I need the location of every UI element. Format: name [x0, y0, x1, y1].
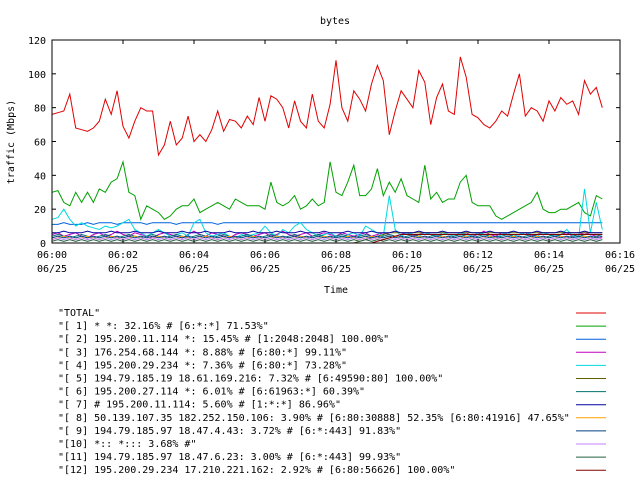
x-tick-label-time: 06:12 — [463, 250, 493, 261]
y-axis-label: traffic (Mbps) — [6, 100, 17, 184]
legend-label-11: "[11] 194.79.185.97 18.47.6.23: 3.00% # … — [58, 452, 401, 463]
legend-label-5: "[ 5] 194.79.185.19 18.61.169.216: 7.32%… — [58, 374, 443, 385]
y-tick-label: 120 — [28, 36, 46, 47]
legend-label-2: "[ 2] 195.200.11.114 *: 15.45% # [1:2048… — [58, 334, 389, 345]
x-tick-label-time: 06:14 — [534, 250, 564, 261]
x-tick-label-date: 06/25 — [392, 264, 422, 275]
y-tick-label: 20 — [34, 205, 46, 216]
series-line-1 — [51, 159, 603, 221]
legend: "TOTAL" "[ 1] * *: 32.16% # [6:*:*] 71.53… — [58, 308, 606, 476]
chart-title: bytes — [320, 16, 350, 27]
x-axis-label: Time — [324, 285, 348, 296]
x-tick-label-date: 06/25 — [179, 264, 209, 275]
series-line-10 — [51, 237, 603, 241]
x-tick-label-date: 06/25 — [37, 264, 67, 275]
legend-label-1: "[ 1] * *: 32.16% # [6:*:*] 71.53%" — [58, 321, 269, 332]
x-tick-label-date: 06/25 — [321, 264, 351, 275]
x-tick-label-time: 06:08 — [321, 250, 351, 261]
legend-label-9: "[ 9] 194.79.185.97 18.47.4.43: 3.72% # … — [58, 426, 401, 437]
x-tick-label-date: 06/25 — [108, 264, 138, 275]
y-tick-label: 40 — [34, 171, 46, 182]
x-tick-label-date: 06/25 — [250, 264, 280, 275]
legend-label-10: "[10] *:: *::: 3.68% #" — [58, 439, 196, 450]
series-line-0 — [51, 56, 603, 157]
x-tick-label-date: 06/25 — [534, 264, 564, 275]
plot-frame — [51, 39, 621, 244]
x-tick-label-time: 06:04 — [179, 250, 209, 261]
legend-label-7: "[ 7] # 195.200.11.114: 5.60% # [1:*:*] … — [58, 400, 341, 411]
y-tick-label: 100 — [28, 70, 46, 81]
series-line-7 — [52, 230, 603, 234]
x-tick-label-date: 06/25 — [463, 264, 493, 275]
axes-layer — [51, 39, 621, 244]
legend-label-0: "TOTAL" — [58, 308, 100, 319]
y-tick-label: 60 — [34, 138, 46, 149]
series-line-9 — [51, 235, 603, 239]
series-line-11 — [51, 239, 603, 242]
legend-label-3: "[ 3] 176.254.68.144 *: 8.88% # [6:80:*]… — [58, 347, 347, 358]
ticks-layer: 0 20 40 60 80 100 120 06:00 06/25 06:02 06/25 06:04… — [28, 36, 635, 275]
x-tick-label-time: 06:06 — [250, 250, 280, 261]
legend-label-12: "[12] 195.200.29.234 17.210.221.162: 2.9… — [58, 465, 455, 476]
y-tick-label: 0 — [40, 239, 46, 250]
series-layer — [51, 56, 603, 244]
x-tick-label-time: 06:02 — [108, 250, 138, 261]
x-tick-label-date: 06/25 — [605, 264, 635, 275]
legend-label-6: "[ 6] 195.200.27.114 *: 6.01% # [6:61963… — [58, 387, 365, 398]
x-tick-label-time: 06:10 — [392, 250, 422, 261]
legend-label-8: "[ 8] 50.139.107.35 182.252.150.106: 3.9… — [58, 413, 570, 424]
y-tick-label: 80 — [34, 104, 46, 115]
series-line-2 — [52, 222, 603, 225]
x-tick-label-time: 06:16 — [605, 250, 635, 261]
legend-label-4: "[ 4] 195.200.29.234 *: 7.36% # [6:80:*]… — [58, 360, 347, 371]
x-tick-label-time: 06:00 — [37, 250, 67, 261]
